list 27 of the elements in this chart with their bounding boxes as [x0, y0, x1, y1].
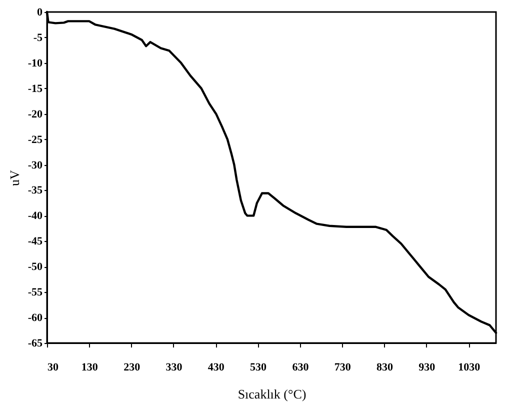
y-tick-label: -40: [28, 210, 43, 222]
y-tick-label: -5: [33, 32, 43, 44]
x-tick-label: 930: [418, 362, 436, 374]
x-tick-label: 430: [208, 362, 225, 374]
y-tick-label: 0: [37, 6, 43, 18]
x-tick-label: 630: [292, 362, 310, 374]
y-tick-label: -60: [28, 312, 43, 324]
x-tick-label: 230: [124, 362, 141, 374]
x-tick-label: 730: [334, 362, 352, 374]
y-tick-label: -65: [28, 338, 43, 350]
y-tick-label: -10: [28, 57, 43, 70]
y-tick-label: -50: [28, 261, 43, 274]
x-tick-label: 530: [250, 362, 268, 374]
x-tick-label: 1030: [458, 362, 481, 374]
x-tick-label: 830: [376, 362, 394, 374]
x-tick-label: 30: [48, 362, 59, 374]
y-tick-label: -15: [28, 82, 43, 95]
y-tick-label: -25: [28, 134, 43, 146]
y-tick-label: -20: [28, 108, 43, 120]
x-tick-label: 130: [81, 362, 98, 374]
y-tick-label: -30: [28, 159, 43, 172]
x-tick-label: 330: [166, 362, 183, 374]
x-axis-title: Sıcaklık (°C): [238, 386, 306, 402]
y-tick-label: -35: [28, 184, 43, 197]
y-tick-label: -45: [28, 236, 43, 248]
y-tick-label: -55: [28, 286, 43, 299]
y-axis-title: uV: [6, 169, 22, 186]
